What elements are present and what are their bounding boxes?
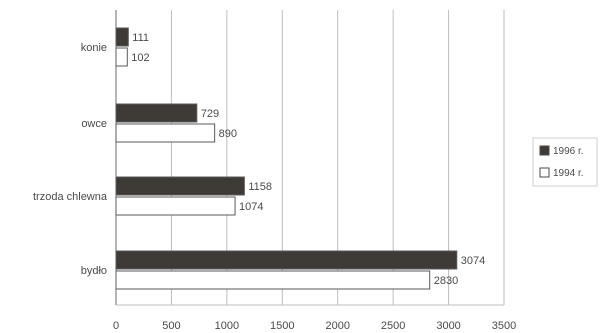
x-tick-label: 3000 (436, 320, 460, 332)
x-tick-label: 500 (162, 320, 180, 332)
bar-1996 (115, 103, 198, 123)
x-tick-label: 3500 (492, 320, 516, 332)
x-tick-label: 1000 (215, 320, 239, 332)
data-label: 1074 (239, 201, 263, 213)
data-label: 2830 (434, 275, 458, 287)
category-label: bydło (81, 265, 107, 277)
data-label: 729 (201, 108, 219, 120)
x-tick-label: 0 (113, 320, 119, 332)
data-label: 102 (131, 52, 149, 64)
data-label: 111 (132, 32, 149, 44)
bar-1996 (115, 27, 129, 47)
grid-lines (115, 10, 505, 306)
legend: 1996 r. 1994 r. (532, 137, 598, 187)
legend-swatch (539, 167, 550, 178)
category-label: konie (81, 42, 107, 54)
bars (115, 27, 458, 290)
x-tick-label: 2500 (381, 320, 405, 332)
data-label: 1158 (248, 181, 272, 193)
x-tick-label: 1500 (270, 320, 294, 332)
category-label: trzoda chlewna (33, 191, 108, 203)
data-label: 890 (219, 128, 237, 140)
legend-label: 1996 r. (553, 146, 584, 157)
bar-1994 (115, 270, 431, 290)
legend-label: 1994 r. (553, 168, 584, 179)
bar-1996 (115, 250, 458, 270)
data-label: 3074 (461, 255, 485, 267)
labels: 0 500 1000 1500 2000 2500 3000 3500 konie 111 102 o… (33, 32, 516, 332)
bar-1994 (115, 123, 216, 143)
category-label: owce (81, 118, 107, 130)
bar-1994 (115, 196, 236, 216)
bar-1996 (115, 176, 245, 196)
legend-swatch (539, 145, 550, 156)
x-tick-label: 2000 (325, 320, 349, 332)
bar-1994 (115, 47, 128, 67)
